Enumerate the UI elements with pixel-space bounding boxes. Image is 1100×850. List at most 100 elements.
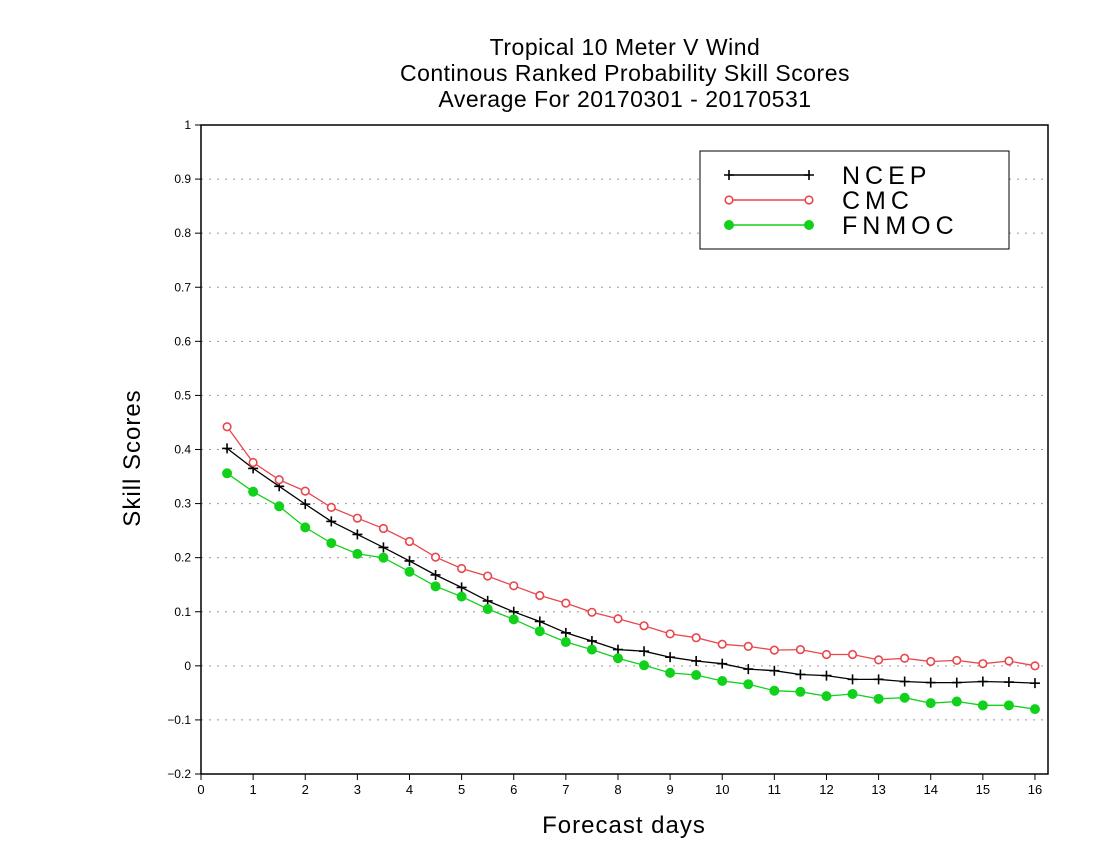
title-line-1: Tropical 10 Meter V Wind: [489, 34, 761, 60]
fnmoc-point-14: [586, 644, 597, 655]
x-tick-label-15: 15: [976, 782, 990, 797]
x-tick-label-10: 10: [715, 782, 729, 797]
x-tick-label-9: 9: [666, 782, 673, 797]
legend-label-ncep: NCEP: [842, 162, 931, 190]
cmc-point-24: [847, 649, 858, 660]
ncep-point-17: [665, 652, 676, 663]
y-tick-label-12: 1: [184, 118, 191, 132]
ncep-point-13: [560, 627, 571, 638]
x-tick-label-3: 3: [354, 782, 361, 797]
y-tick-label-3: 0.1: [174, 605, 191, 619]
fnmoc-point-2: [274, 501, 285, 512]
y-tick-label-7: 0.5: [174, 388, 191, 402]
cmc-point-7: [404, 536, 415, 547]
ncep-point-26: [899, 676, 910, 687]
fnmoc-point-0: [222, 468, 233, 479]
fnmoc-point-6: [378, 552, 389, 563]
x-tick-label-13: 13: [871, 782, 885, 797]
y-tick-label-2: 0: [184, 659, 191, 673]
fnmoc-point-20: [743, 679, 754, 690]
fnmoc-point-19: [717, 675, 728, 686]
fnmoc-point-11: [508, 614, 519, 625]
y-tick-label-8: 0.6: [174, 334, 191, 348]
cmc-point-27: [926, 656, 936, 667]
cmc-point-26: [900, 653, 910, 663]
title-line-2: Continous Ranked Probability Skill Score…: [399, 60, 851, 86]
cmc-point-3: [300, 486, 310, 496]
ncep-point-28: [951, 677, 962, 688]
cmc-point-13: [561, 598, 571, 608]
fnmoc-point-22: [795, 686, 806, 697]
legend-marker-end-cmc: [804, 195, 814, 205]
ncep-point-30: [1003, 677, 1014, 688]
ncep-point-0: [222, 443, 233, 454]
x-tick-label-14: 14: [923, 782, 937, 797]
ncep-point-19: [717, 658, 728, 669]
cmc-point-16: [639, 621, 649, 631]
title-line-3: Average For 20170301 - 20170531: [438, 86, 812, 112]
ncep-point-18: [691, 655, 702, 666]
ncep-point-21: [769, 665, 780, 676]
cmc-point-1: [248, 457, 258, 468]
cmc-point-17: [665, 629, 675, 639]
fnmoc-point-10: [482, 604, 493, 615]
cmc-point-18: [691, 633, 701, 643]
legend-marker-end-fnmoc: [804, 220, 814, 230]
x-tick-label-4: 4: [406, 782, 413, 797]
fnmoc-point-8: [430, 581, 441, 592]
cmc-point-11: [509, 581, 519, 591]
x-tick-label-5: 5: [458, 782, 465, 797]
ncep-point-16: [639, 646, 650, 657]
ncep-point-8: [430, 569, 441, 580]
ncep-point-15: [612, 644, 623, 655]
ncep-point-6: [378, 542, 389, 553]
ncep-point-22: [795, 669, 806, 680]
cmc-point-8: [430, 552, 441, 562]
ncep-point-3: [300, 499, 311, 510]
ncep-point-29: [977, 676, 988, 687]
cmc-point-14: [587, 607, 597, 617]
x-tick-label-1: 1: [250, 782, 257, 797]
ncep-point-24: [847, 674, 858, 685]
x-tick-label-11: 11: [768, 782, 782, 797]
ncep-point-4: [326, 516, 337, 527]
series-line-fnmoc: [226, 472, 1036, 710]
x-tick-label-12: 12: [819, 782, 833, 797]
cmc-point-31: [1030, 661, 1040, 671]
fnmoc-point-12: [534, 626, 545, 637]
cmc-point-20: [743, 641, 753, 651]
cmc-point-23: [821, 649, 832, 660]
fnmoc-point-3: [300, 522, 311, 533]
series-line-cmc: [226, 426, 1036, 667]
fnmoc-point-26: [899, 692, 910, 703]
fnmoc-point-17: [665, 667, 676, 678]
fnmoc-point-27: [925, 698, 936, 709]
x-tick-label-8: 8: [614, 782, 621, 797]
x-tick-label-16: 16: [1028, 782, 1042, 797]
ncep-point-14: [586, 635, 597, 646]
cmc-point-21: [769, 645, 779, 655]
cmc-point-5: [352, 513, 362, 523]
y-tick-label-6: 0.4: [174, 443, 191, 457]
fnmoc-point-4: [326, 538, 337, 549]
cmc-point-10: [483, 571, 493, 581]
y-tick-label-1: −0.1: [167, 713, 191, 727]
cmc-point-25: [873, 655, 884, 665]
y-tick-label-10: 0.8: [174, 226, 191, 240]
cmc-point-9: [457, 563, 467, 574]
x-tick-label-7: 7: [562, 782, 569, 797]
fnmoc-point-24: [847, 688, 858, 699]
y-tick-label-4: 0.2: [174, 551, 191, 565]
series-line-ncep: [226, 447, 1036, 684]
legend-marker-start-ncep: [724, 170, 734, 180]
ncep-point-12: [534, 616, 545, 627]
cmc-point-12: [535, 590, 545, 601]
fnmoc-point-25: [873, 693, 884, 704]
legend-marker-start-fnmoc: [724, 220, 734, 230]
fnmoc-point-15: [612, 653, 623, 664]
y-tick-label-0: −0.2: [167, 767, 191, 781]
cmc-point-2: [274, 475, 284, 485]
fnmoc-point-9: [456, 591, 467, 602]
fnmoc-point-1: [248, 486, 259, 497]
